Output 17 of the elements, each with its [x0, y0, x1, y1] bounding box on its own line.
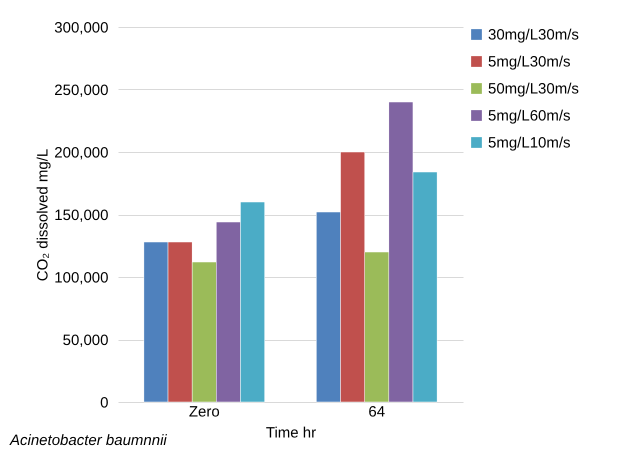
- x-tick-label: 64: [368, 404, 386, 420]
- y-axis-title: CO₂ dissolved mg/L: [34, 148, 52, 282]
- y-tick-label: 0: [100, 394, 108, 412]
- y-tick-label: 150,000: [54, 207, 108, 224]
- y-tick-label: 200,000: [54, 144, 108, 162]
- x-tick-label: Zero: [188, 404, 220, 420]
- y-tick-label: 300,000: [54, 20, 108, 36]
- legend-label: 50mg/L30m/s: [488, 80, 579, 98]
- y-tick-label: 250,000: [54, 82, 108, 99]
- legend-label: 5mg/L30m/s: [488, 54, 571, 70]
- text: Acinetobacter baumnnii: [9, 432, 168, 449]
- legend-label: 30mg/L30m/s: [488, 26, 579, 44]
- legend-label: 5mg/L10m/s: [488, 134, 571, 152]
- y-tick-label: 50,000: [62, 332, 108, 349]
- x-axis-title: Time hr: [266, 424, 316, 442]
- y-tick-label: 100,000: [54, 270, 108, 286]
- legend-label: 5mg/L60m/s: [488, 108, 571, 124]
